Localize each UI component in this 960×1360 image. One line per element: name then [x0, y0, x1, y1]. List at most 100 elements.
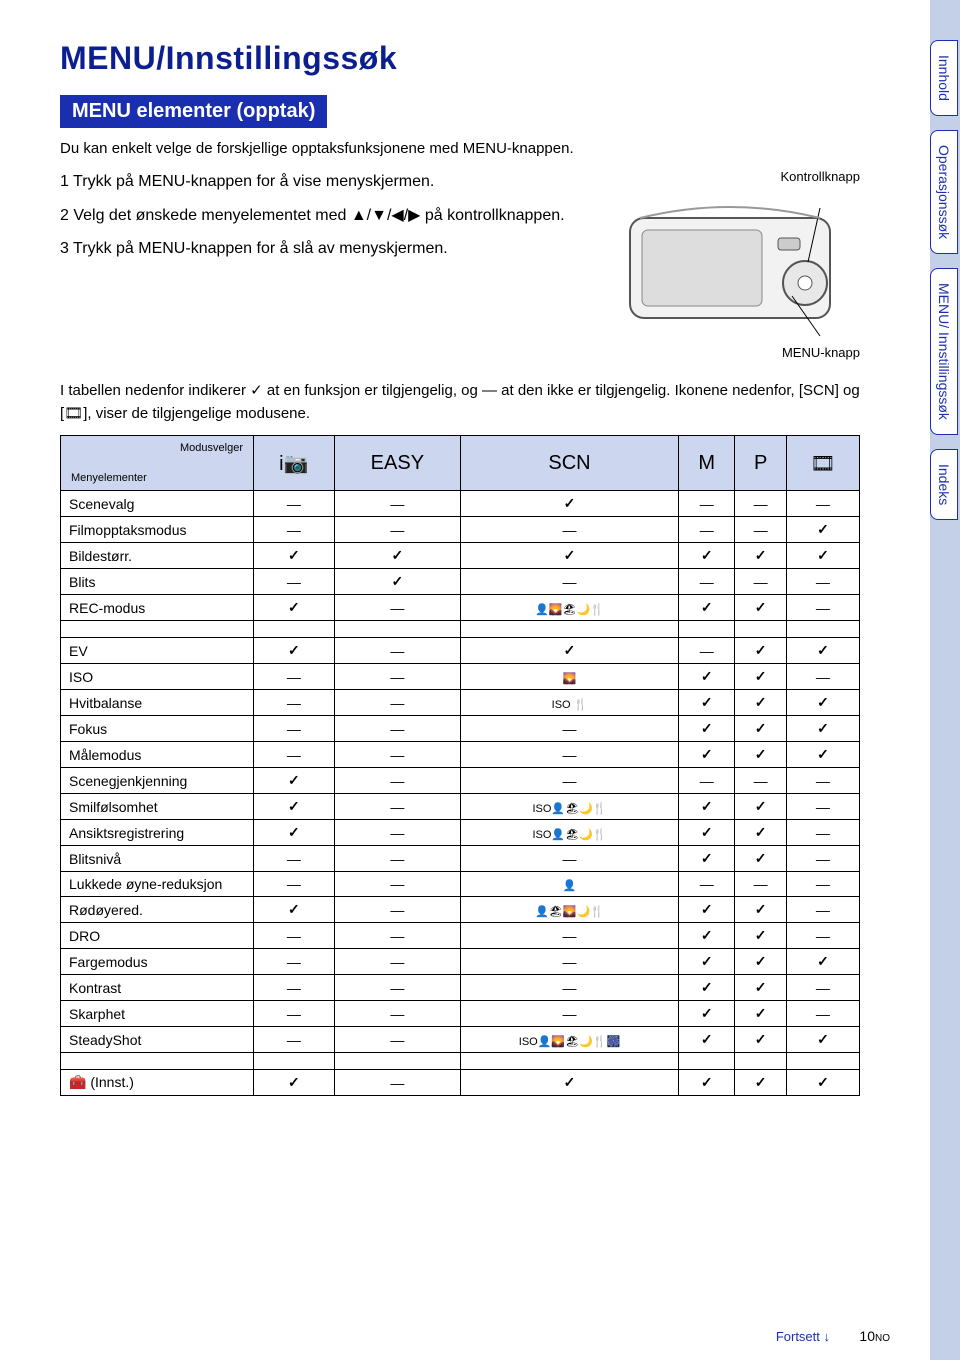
cell — [334, 820, 460, 846]
camera-illustration-icon — [620, 188, 860, 338]
cell — [461, 975, 679, 1001]
cell — [786, 517, 859, 543]
cell — [254, 716, 335, 742]
cell — [461, 543, 679, 569]
cell — [735, 1027, 786, 1053]
cell — [254, 595, 335, 621]
cell — [678, 742, 735, 768]
row-label: Rødøyered. — [61, 897, 254, 923]
table-row: Scenegjenkjenning — [61, 768, 860, 794]
cell — [461, 716, 679, 742]
cell — [735, 595, 786, 621]
col-header-auto: i📷 — [254, 436, 335, 491]
cell — [254, 569, 335, 595]
tab-menu-settings-search[interactable]: MENU/ Innstillingssøk — [930, 268, 958, 435]
cell — [334, 742, 460, 768]
cell — [786, 690, 859, 716]
cell: 🌄 — [461, 664, 679, 690]
cell — [786, 768, 859, 794]
row-label: Filmopptaksmodus — [61, 517, 254, 543]
row-label: REC-modus — [61, 595, 254, 621]
step-2: 2 Velg det ønskede menyelementet med ▲/▼… — [60, 203, 590, 229]
cell — [678, 923, 735, 949]
cell — [735, 820, 786, 846]
table-note: I tabellen nedenfor indikerer ✓ at en fu… — [60, 380, 860, 425]
cell — [461, 768, 679, 794]
col-header-scn: SCN — [461, 436, 679, 491]
cell — [254, 690, 335, 716]
cell: ISO 🍴 — [461, 690, 679, 716]
cell — [461, 742, 679, 768]
cell — [786, 664, 859, 690]
cell — [678, 569, 735, 595]
cell — [786, 716, 859, 742]
row-label: Fargemodus — [61, 949, 254, 975]
camera-diagram: Kontrollknapp MENU-knapp — [610, 169, 860, 360]
table-row: Kontrast — [61, 975, 860, 1001]
cell — [334, 794, 460, 820]
row-label: Skarphet — [61, 1001, 254, 1027]
cell — [334, 1027, 460, 1053]
col-header-easy: EASY — [334, 436, 460, 491]
tab-index[interactable]: Indeks — [930, 449, 958, 520]
cell — [678, 543, 735, 569]
cell — [735, 975, 786, 1001]
feature-table: Modusvelger Menyelementer i📷 EASY SCN M … — [60, 435, 860, 1096]
cell — [334, 491, 460, 517]
cell — [735, 491, 786, 517]
cell — [254, 517, 335, 543]
cell — [254, 794, 335, 820]
tab-operation-search[interactable]: Operasjonssøk — [930, 130, 958, 254]
cell — [678, 846, 735, 872]
cell: 👤🏖🌄🌙🍴 — [461, 897, 679, 923]
row-label: Målemodus — [61, 742, 254, 768]
table-spacer — [61, 621, 860, 638]
cell — [461, 569, 679, 595]
table-row: 🧰 (Innst.) — [61, 1070, 860, 1096]
cell — [334, 595, 460, 621]
row-label: DRO — [61, 923, 254, 949]
cell — [786, 949, 859, 975]
cell — [735, 638, 786, 664]
table-row: Skarphet — [61, 1001, 860, 1027]
cell — [254, 543, 335, 569]
cell — [678, 872, 735, 897]
side-tabs: Innhold Operasjonssøk MENU/ Innstillings… — [930, 40, 960, 534]
cell — [678, 975, 735, 1001]
cell — [254, 638, 335, 664]
row-label: Scenegjenkjenning — [61, 768, 254, 794]
cell — [254, 491, 335, 517]
table-spacer — [61, 1053, 860, 1070]
cell — [254, 872, 335, 897]
cell — [786, 1027, 859, 1053]
cell — [334, 846, 460, 872]
cell — [735, 569, 786, 595]
cell — [786, 820, 859, 846]
intro-text: Du kan enkelt velge de forskjellige oppt… — [60, 140, 860, 157]
cell — [254, 742, 335, 768]
cell — [678, 517, 735, 543]
table-row: Rødøyered. 👤🏖🌄🌙🍴 — [61, 897, 860, 923]
tab-contents[interactable]: Innhold — [930, 40, 958, 116]
continue-indicator: Fortsett ↓ — [776, 1329, 830, 1344]
cell — [254, 897, 335, 923]
cell — [735, 742, 786, 768]
table-row: Bildestørr. — [61, 543, 860, 569]
row-label: SteadyShot — [61, 1027, 254, 1053]
menu-button-label: MENU-knapp — [610, 345, 860, 360]
row-label: Lukkede øyne-reduksjon — [61, 872, 254, 897]
cell — [786, 1001, 859, 1027]
row-label: Blitsnivå — [61, 846, 254, 872]
cell — [254, 1001, 335, 1027]
cell — [334, 517, 460, 543]
cell — [334, 949, 460, 975]
row-label: Blits — [61, 569, 254, 595]
cell — [334, 716, 460, 742]
cell — [786, 742, 859, 768]
row-label: Fokus — [61, 716, 254, 742]
table-row: Målemodus — [61, 742, 860, 768]
cell — [334, 872, 460, 897]
step-3: 3 Trykk på MENU-knappen for å slå av men… — [60, 236, 590, 262]
page-number: 10NO — [859, 1328, 890, 1344]
cell: ISO👤🏖🌙🍴 — [461, 820, 679, 846]
